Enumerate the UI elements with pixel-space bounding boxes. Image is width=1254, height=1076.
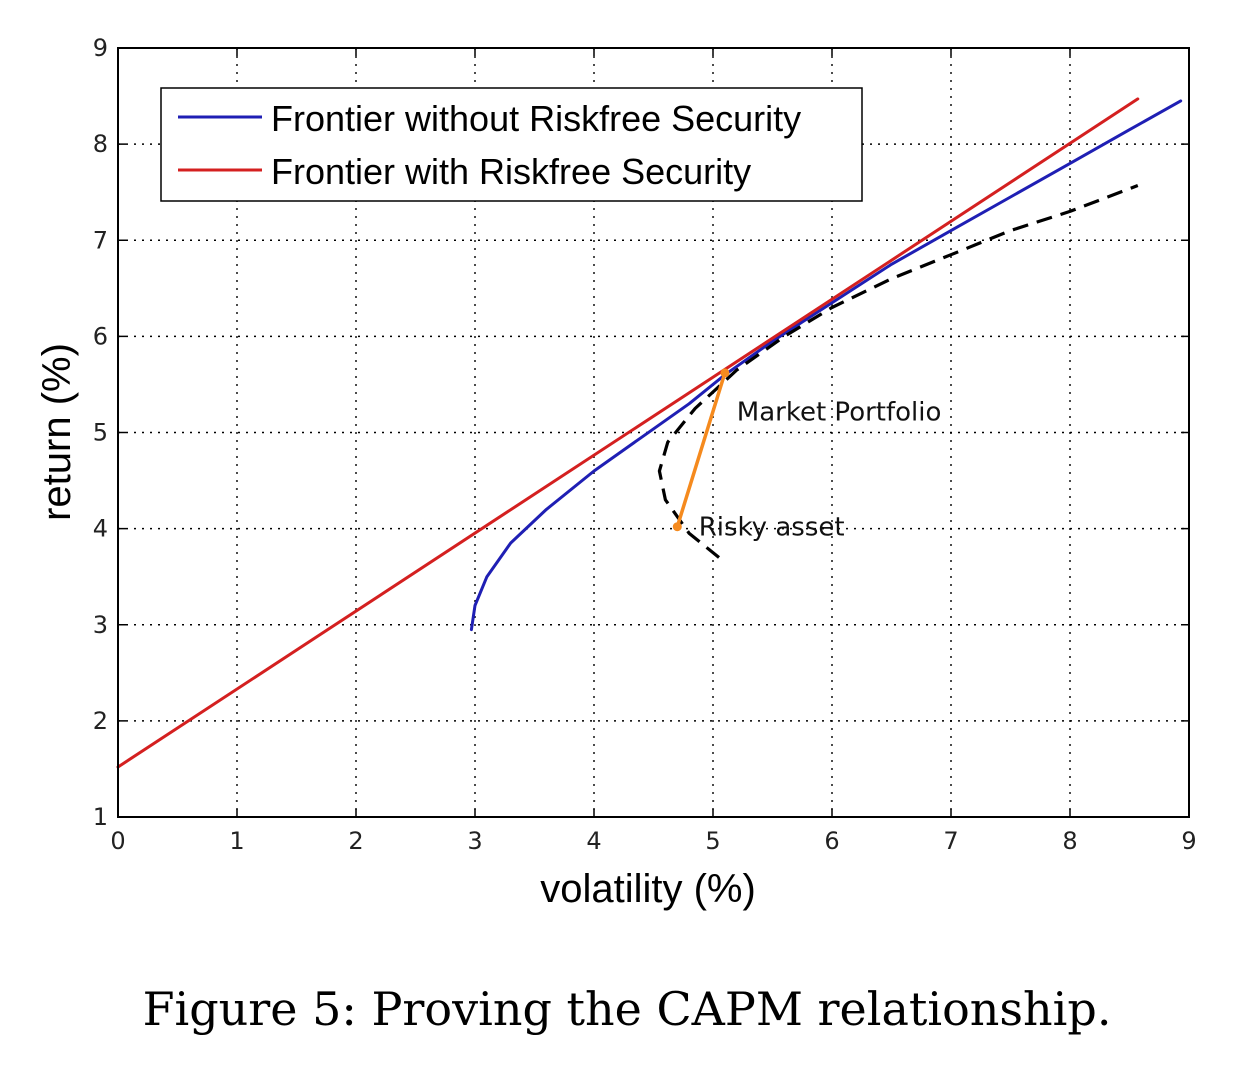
x-tick-labels: 0 1 2 3 4 5 6 7 8 9 <box>110 827 1196 855</box>
market-portfolio-point <box>720 368 730 378</box>
x-tick-label: 1 <box>229 827 244 855</box>
x-tick-label: 3 <box>467 827 482 855</box>
x-tick-label: 9 <box>1181 827 1196 855</box>
x-tick-label: 4 <box>586 827 601 855</box>
annotation-market-portfolio: Market Portfolio <box>737 397 942 427</box>
market-risky-connector <box>675 371 727 529</box>
y-tick-label: 3 <box>93 611 108 639</box>
annotation-risky-asset: Risky asset <box>699 513 845 543</box>
x-tick-label: 5 <box>705 827 720 855</box>
y-tick-label: 8 <box>93 130 108 158</box>
x-tick-label: 0 <box>110 827 125 855</box>
y-tick-label: 1 <box>93 803 108 831</box>
y-tick-label: 6 <box>93 322 108 350</box>
x-tick-label: 2 <box>348 827 363 855</box>
y-tick-label: 2 <box>93 707 108 735</box>
tick-marks <box>117 47 1190 818</box>
y-axis-title: return (%) <box>35 343 79 521</box>
figure-caption: Figure 5: Proving the CAPM relationship. <box>142 982 1112 1036</box>
x-tick-label: 7 <box>943 827 958 855</box>
legend-box <box>160 87 863 202</box>
annotations: Market Portfolio Risky asset <box>699 397 942 542</box>
risky-asset-point <box>672 522 682 532</box>
y-tick-label: 4 <box>93 515 108 543</box>
frontier-with-riskfree-line <box>116 97 1140 769</box>
y-tick-label: 7 <box>93 226 108 254</box>
legend-label-frontier-without: Frontier without Riskfree Security <box>271 98 801 139</box>
legend: Frontier without Riskfree Security Front… <box>160 87 863 202</box>
x-tick-label: 6 <box>824 827 839 855</box>
risky-asset-frontier-dashed <box>657 184 1139 559</box>
y-tick-label: 9 <box>93 34 108 62</box>
y-tick-labels: 1 2 3 4 5 6 7 8 9 <box>93 34 108 831</box>
legend-label-frontier-with: Frontier with Riskfree Security <box>271 151 751 192</box>
x-axis-title: volatility (%) <box>540 867 756 911</box>
series-group <box>116 97 1183 769</box>
x-tick-label: 8 <box>1062 827 1077 855</box>
y-tick-label: 5 <box>93 419 108 447</box>
